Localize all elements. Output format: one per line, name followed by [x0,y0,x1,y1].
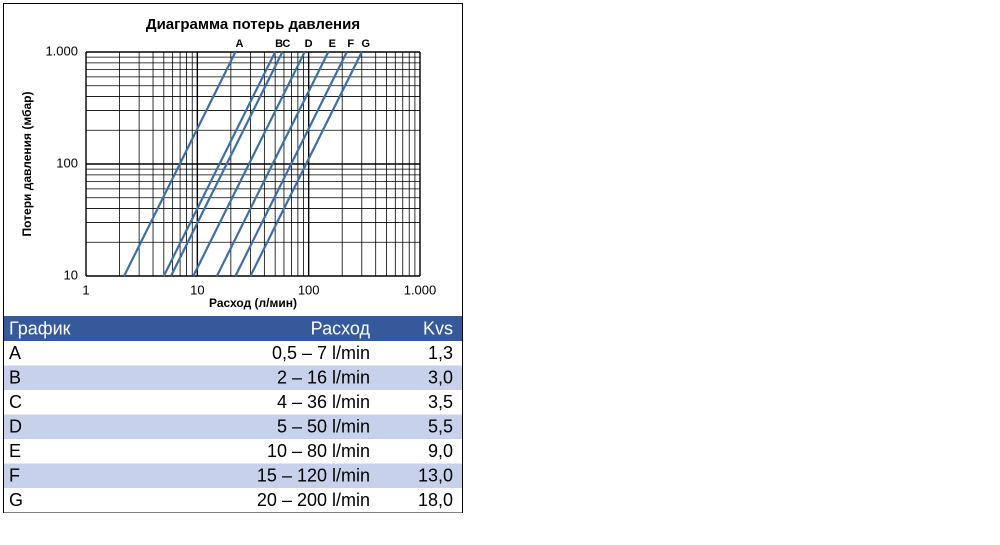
table-cell: G [9,490,23,510]
x-tick-label: 100 [298,282,320,297]
series-label: C [282,38,290,50]
table-row-bg [4,463,462,488]
table-cell: 4 – 36 l/min [277,392,370,412]
series-label: F [347,38,354,50]
table-row-bg [4,414,462,439]
table-cell: 2 – 16 l/min [277,368,370,388]
table-header-cell: Kvs [423,318,453,338]
series-line [123,51,237,277]
table-cell: 3,5 [428,392,453,412]
table: График Расход Kvs A 0,5 – 7 l/min 1,3 B 2 – 16 … [4,316,462,513]
table-cell: 3,0 [428,368,453,388]
table-cell: 5 – 50 l/min [277,417,370,437]
x-tick-label: 10 [190,282,204,297]
table-cell: A [9,343,21,363]
table-row-bg [4,341,462,366]
table-row-bg [4,390,462,415]
table-cell: 5,5 [428,417,453,437]
table-row-bg [4,488,462,513]
table-cell: 0,5 – 7 l/min [272,343,370,363]
table-cell: C [9,392,22,412]
series-line [234,51,348,277]
series-label: B [275,38,283,50]
table-header-bg [4,316,462,341]
x-tick-label: 1.000 [404,282,437,297]
x-tick-label: 1 [82,282,89,297]
x-axis-title: Расход (л/мин) [209,296,297,310]
table-header-cell: Расход [311,318,371,338]
table-cell: 20 – 200 l/min [257,490,370,510]
series-label: D [305,38,313,50]
series-label: G [362,38,371,50]
series-line [170,51,284,277]
table-cell: 18,0 [418,490,453,510]
table-row-bg [4,439,462,464]
series-line [192,51,306,277]
series-line [162,51,277,277]
y-tick-label: 1.000 [45,43,78,58]
series-label: A [235,38,243,50]
series-line [215,51,330,277]
table-cell: F [9,466,20,486]
table-cell: 9,0 [428,441,453,461]
chart-title: Диаграмма потерь давления [146,16,360,33]
table-cell: B [9,368,21,388]
y-tick-label: 100 [56,155,78,170]
series-line [249,51,363,277]
y-tick-label: 10 [64,267,78,282]
table-cell: 13,0 [418,466,453,486]
table-cell: 1,3 [428,343,453,363]
table-cell: E [9,441,21,461]
table-row-bg [4,365,462,390]
table-cell: 10 – 80 l/min [267,441,370,461]
table-header-cell: График [9,318,71,338]
table-cell: 15 – 120 l/min [257,466,370,486]
y-axis-title: Потери давления (мбар) [20,92,34,237]
table-cell: D [9,417,22,437]
series-label: E [329,38,336,50]
